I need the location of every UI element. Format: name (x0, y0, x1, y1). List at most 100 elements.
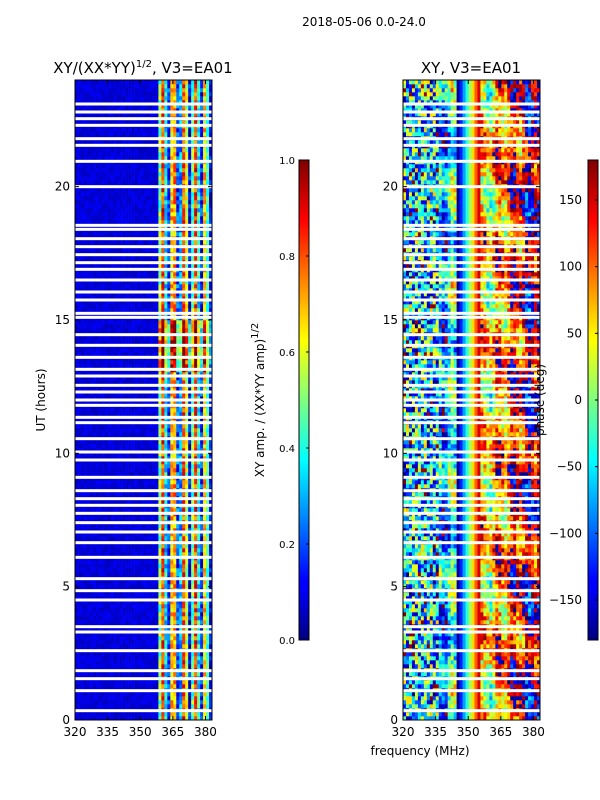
amplitude-cell (119, 440, 123, 445)
amplitude-cell (134, 372, 138, 377)
amplitude-cell (92, 704, 97, 709)
amplitude-cell (197, 408, 201, 413)
amplitude-cell (191, 664, 195, 669)
amplitude-cell (152, 464, 156, 469)
amplitude-cell (188, 292, 192, 297)
amplitude-cell (182, 320, 186, 325)
amplitude-cell (140, 460, 144, 465)
amplitude-cell (188, 440, 192, 445)
amplitude-cell (188, 568, 192, 573)
amplitude-cell (92, 684, 97, 689)
amplitude-cell (113, 452, 117, 457)
amplitude-cell (149, 632, 153, 637)
amplitude-cell (125, 304, 129, 309)
amplitude-cell (191, 412, 195, 417)
amplitude-cell (95, 296, 100, 301)
amplitude-cell (92, 292, 97, 297)
amplitude-cell (209, 304, 212, 309)
amplitude-cell (131, 620, 135, 625)
amplitude-cell (200, 428, 204, 433)
amplitude-cell (125, 284, 129, 289)
amplitude-cell (125, 428, 129, 433)
amplitude-cell (77, 400, 82, 405)
amplitude-cell (140, 500, 144, 505)
amplitude-cell (86, 492, 91, 497)
amplitude-cell (122, 572, 126, 577)
amplitude-cell (155, 536, 159, 541)
amplitude-cell (146, 604, 150, 609)
amplitude-cell (140, 616, 144, 621)
amplitude-cell (107, 360, 112, 365)
amplitude-cell (101, 684, 106, 689)
amplitude-cell (209, 548, 212, 553)
amplitude-cell (185, 548, 189, 553)
amplitude-cell (164, 580, 168, 585)
amplitude-cell (155, 692, 159, 697)
amplitude-cell (77, 552, 82, 557)
amplitude-cell (86, 704, 91, 709)
amplitude-cell (182, 336, 186, 341)
amplitude-cell (119, 372, 123, 377)
amplitude-cell (185, 560, 189, 565)
amplitude-cell (158, 340, 162, 345)
amplitude-cell (83, 716, 88, 720)
amplitude-cell (95, 292, 100, 297)
amplitude-cell (173, 464, 177, 469)
amplitude-cell (110, 328, 115, 333)
amplitude-cell (101, 432, 106, 437)
amplitude-cell (134, 596, 138, 601)
amplitude-cell (140, 396, 144, 401)
amplitude-cell (179, 444, 183, 449)
amplitude-cell (170, 572, 174, 577)
amplitude-cell (113, 640, 117, 645)
amplitude-cell (170, 680, 174, 685)
amplitude-cell (95, 600, 100, 605)
amplitude-cell (95, 304, 100, 309)
amplitude-cell (206, 532, 210, 537)
amplitude-cell (131, 300, 135, 305)
amplitude-cell (125, 380, 129, 385)
amplitude-cell (110, 636, 115, 641)
amplitude-cell (203, 660, 207, 665)
amplitude-cell (203, 308, 207, 313)
amplitude-cell (80, 700, 85, 705)
amplitude-cell (170, 508, 174, 513)
amplitude-cell (104, 692, 109, 697)
amplitude-cell (134, 552, 138, 557)
amplitude-cell (206, 364, 210, 369)
amplitude-cell (170, 328, 174, 333)
amplitude-cell (89, 428, 94, 433)
amplitude-cell (116, 288, 120, 293)
amplitude-cell (188, 428, 192, 433)
amplitude-cell (125, 500, 129, 505)
amplitude-cell (137, 296, 141, 301)
amplitude-cell (101, 620, 106, 625)
amplitude-cell (152, 596, 156, 601)
amplitude-cell (122, 364, 126, 369)
amplitude-cell (209, 696, 212, 701)
amplitude-cell (206, 592, 210, 597)
amplitude-cell (80, 696, 85, 701)
amplitude-cell (167, 680, 171, 685)
amplitude-cell (179, 548, 183, 553)
amplitude-cell (110, 444, 115, 449)
amplitude-cell (75, 684, 79, 689)
amplitude-cell (119, 360, 123, 365)
amplitude-cell (119, 528, 123, 533)
amplitude-cell (206, 692, 210, 697)
amplitude-cell (77, 592, 82, 597)
amplitude-cell (191, 616, 195, 621)
amplitude-cell (107, 440, 112, 445)
amplitude-cell (75, 524, 79, 529)
amplitude-cell (140, 700, 144, 705)
amplitude-cell (116, 620, 120, 625)
amplitude-cell (164, 568, 168, 573)
amplitude-cell (206, 620, 210, 625)
amplitude-cell (149, 696, 153, 701)
amplitude-cell (143, 380, 147, 385)
amplitude-cell (200, 444, 204, 449)
amplitude-cell (185, 300, 189, 305)
amplitude-cell (173, 432, 177, 437)
amplitude-cell (209, 328, 212, 333)
amplitude-cell (128, 492, 132, 497)
